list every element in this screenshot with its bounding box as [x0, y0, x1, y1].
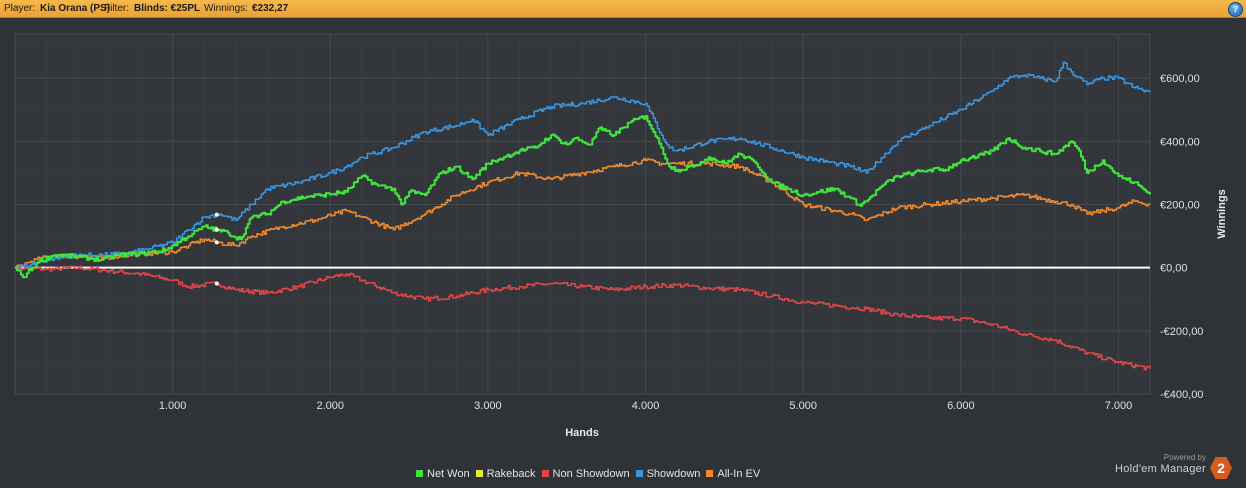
legend-swatch [541, 470, 549, 477]
winnings-chart: 1.000 2.000 3.000 4.000 5.000 6.000 7.000 €600,… [0, 18, 1246, 488]
winnings-label: Winnings: [204, 3, 248, 14]
filter-label: Filter: [104, 3, 129, 14]
legend-item-non-showdown[interactable]: Non Showdown [541, 468, 630, 480]
x-tick-label: 7.000 [1105, 400, 1133, 412]
x-tick-label: 1.000 [159, 400, 187, 412]
x-tick-label: 6.000 [947, 400, 975, 412]
y-tick-label: €400,00 [1160, 136, 1200, 148]
legend-label: Showdown [646, 468, 701, 480]
legend-swatch [475, 470, 483, 477]
series-line-net-won [15, 115, 1151, 279]
legend-item-all-in-ev[interactable]: All-In EV [706, 468, 760, 480]
legend-swatch [416, 470, 423, 477]
series-marker-point [214, 212, 219, 217]
player-value: Kia Orana (PS) [40, 3, 111, 14]
legend-label: All-In EV [717, 468, 761, 480]
x-axis-title: Hands [565, 427, 599, 439]
legend-item-net-won[interactable]: Net Won [416, 468, 470, 480]
legend-swatch [635, 470, 643, 477]
series-marker-point [214, 281, 219, 286]
x-tick-label: 2.000 [317, 400, 345, 412]
legend-label: Rakeback [486, 468, 536, 480]
hem2-logo-icon: 2 [1210, 457, 1232, 479]
legend-item-rakeback[interactable]: Rakeback [475, 468, 536, 480]
legend-label: Net Won [427, 468, 470, 480]
winnings-chart-svg: 1.000 2.000 3.000 4.000 5.000 6.000 7.000 €600,… [14, 33, 1228, 439]
series-line-non-showdown [15, 265, 1151, 371]
x-tick-label: 4.000 [632, 400, 660, 412]
y-tick-label: -€200,00 [1160, 326, 1203, 338]
powered-by-text: Powered by [1163, 453, 1206, 462]
y-axis-title: Winnings [1216, 189, 1228, 238]
series-line-all-in-ev [15, 157, 1151, 269]
help-icon[interactable]: ? [1228, 2, 1243, 17]
brand-name: Hold'em Manager [1115, 463, 1206, 475]
legend-label: Non Showdown [552, 468, 630, 480]
filter-value: Blinds: €25PL [134, 3, 201, 14]
chart-legend: Net Won Rakeback Non Showdown Showdown All-I… [416, 468, 766, 482]
series-marker-point [214, 240, 219, 245]
legend-item-showdown[interactable]: Showdown [635, 468, 701, 480]
hem2-branding: Powered by Hold'em Manager 2 [1112, 453, 1232, 483]
y-tick-label: -€400,00 [1160, 389, 1203, 401]
player-label: Player: [4, 3, 36, 14]
winnings-value: €232,27 [252, 3, 289, 14]
x-tick-label: 5.000 [789, 400, 817, 412]
y-tick-label: €200,00 [1160, 200, 1200, 212]
x-tick-label: 3.000 [474, 400, 502, 412]
y-tick-label: €600,00 [1160, 73, 1200, 85]
series-marker-point [214, 227, 219, 232]
legend-swatch [706, 470, 714, 477]
series-line-showdown [15, 61, 1151, 269]
y-tick-label: €0,00 [1160, 263, 1188, 275]
filter-header-bar: Player: Kia Orana (PS) Filter: Blinds: €… [0, 0, 1246, 18]
